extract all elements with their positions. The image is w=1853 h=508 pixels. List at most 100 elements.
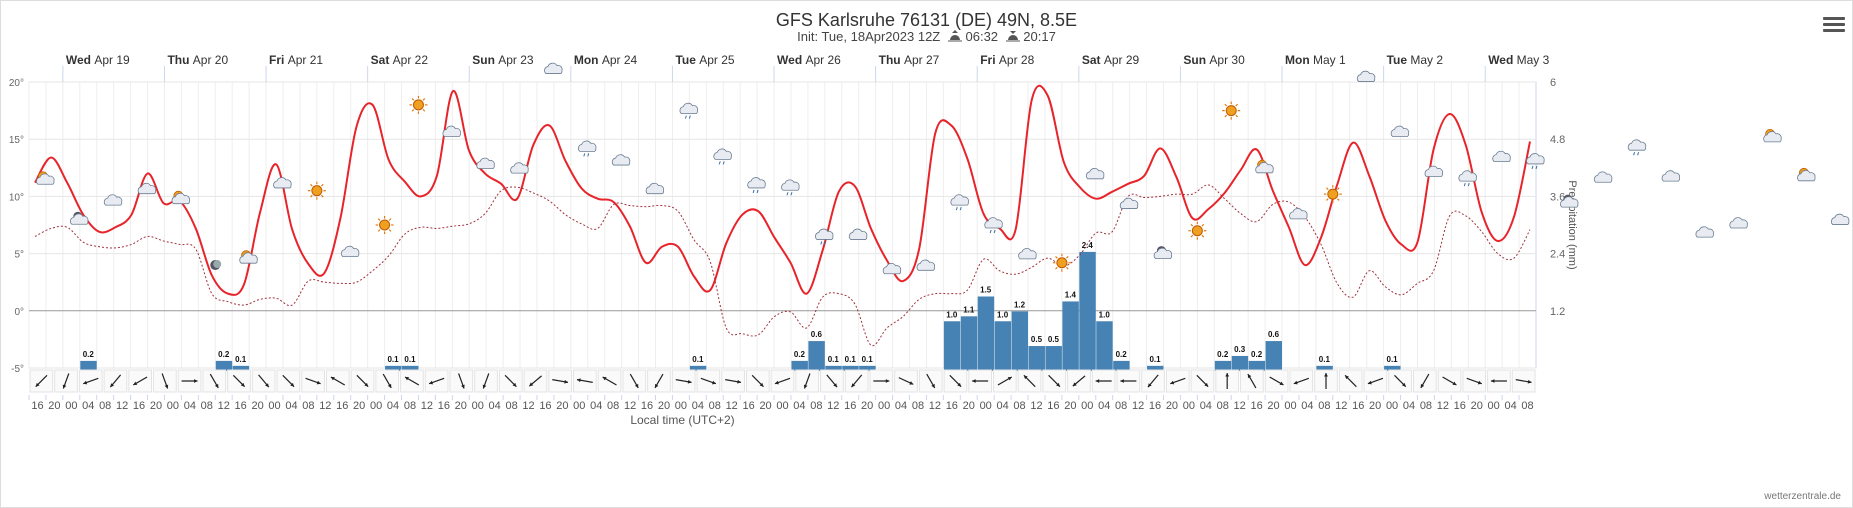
sun-shape [311, 185, 323, 197]
day-date: Apr 28 [999, 53, 1035, 67]
precip-bar [1028, 346, 1045, 371]
sun-ray [321, 183, 324, 187]
cloud-shape [1018, 248, 1037, 260]
day-name: Tue [1387, 53, 1411, 67]
sunrise-icon [947, 30, 962, 42]
credit-link[interactable]: wetterzentrale.de [1764, 491, 1841, 502]
cloud-icon [916, 259, 935, 271]
hour-label: 12 [827, 400, 839, 412]
cloud-shape [442, 125, 461, 137]
sun-ray [310, 183, 313, 187]
cloud-shape [1289, 208, 1308, 220]
cloud-icon [544, 62, 563, 74]
precip-label: 1.4 [1065, 290, 1077, 299]
wind-arrow-head [1247, 374, 1252, 379]
sun-ray [411, 98, 415, 101]
rain-drop [786, 192, 789, 196]
y-tick-label: 15° [9, 135, 24, 146]
day-date: Apr 29 [1104, 53, 1140, 67]
y2-tick-label: 6 [1550, 77, 1556, 89]
cloud-icon [1831, 213, 1850, 225]
cloud-shape [1458, 170, 1477, 182]
precip-label: 0.1 [404, 355, 416, 364]
chart-subtitle: Init: Tue, 18Apr2023 12Z 06:32 20:17 [0, 29, 1853, 44]
precip-bar [977, 296, 995, 371]
hour-label: 12 [1234, 400, 1246, 412]
context-menu-button[interactable] [1823, 14, 1845, 34]
cloud-icon [510, 162, 529, 174]
day-date: Apr 22 [393, 53, 429, 67]
precip-bar [1265, 341, 1283, 371]
wind-arrow-head [1477, 380, 1482, 385]
precip-label: 0.2 [794, 350, 806, 359]
hour-label: 16 [336, 400, 348, 412]
cloud-icon [1390, 125, 1410, 137]
precip-label: 1.1 [963, 305, 975, 314]
hour-label: 16 [844, 400, 856, 412]
dewpoint-line [34, 184, 1531, 347]
cloud-rain-icon [577, 140, 597, 157]
cloud-shape [679, 102, 698, 114]
sun-shape [412, 99, 424, 111]
day-name: Wed [66, 53, 94, 67]
cloud-shape [1492, 150, 1511, 163]
y-tick-label: 20° [9, 78, 24, 89]
hour-label: 00 [1183, 400, 1195, 412]
hour-label: 20 [1369, 400, 1381, 412]
rain-drop [1467, 182, 1470, 187]
day-name: Fri [269, 53, 288, 67]
wind-arrow-head [364, 382, 369, 387]
cloud-shape [645, 182, 665, 195]
y2-axis-label: Precipitation (mm) [1566, 180, 1578, 269]
hour-label: 12 [1132, 400, 1144, 412]
hour-label: 12 [218, 400, 230, 412]
day-name: Wed [1488, 53, 1516, 67]
rain-drop [820, 241, 823, 245]
wind-arrow-head [110, 383, 115, 388]
precip-label: 1.0 [1099, 310, 1111, 319]
hour-label: 08 [99, 400, 111, 412]
sun-icon [375, 216, 394, 234]
sun-ray [377, 218, 381, 221]
hour-label: 08 [607, 400, 619, 412]
hour-label: 20 [1064, 400, 1076, 412]
precip-bar [859, 365, 876, 371]
day-date: Apr 24 [602, 53, 638, 67]
hour-label: 16 [539, 400, 551, 412]
y-tick-label: -5° [11, 364, 24, 375]
cloud-icon [1424, 165, 1443, 177]
sun-ray [1224, 114, 1228, 118]
wind-arrow-head [1120, 379, 1124, 383]
sun-cloud-icon [171, 190, 190, 205]
cloud-icon [611, 154, 631, 166]
hour-label: 16 [235, 400, 247, 412]
hour-label: 20 [861, 400, 873, 412]
precip-bar [791, 360, 808, 371]
day-name: Fri [980, 53, 999, 67]
day-date: Apr 20 [193, 53, 229, 67]
hour-label: 20 [353, 400, 365, 412]
wind-arrow-head [461, 384, 465, 389]
precip-bar [825, 365, 842, 371]
hour-label: 12 [1437, 400, 1449, 412]
hour-label: 12 [319, 400, 331, 412]
cloud-shape [1153, 247, 1173, 260]
hamburger-icon-bar [1823, 29, 1845, 32]
hamburger-icon-bar [1823, 23, 1845, 26]
wind-arrow-head [576, 378, 581, 383]
cloud-rain-icon [815, 228, 834, 245]
day-label: Sat Apr 22 [371, 53, 429, 67]
cloud-icon [1492, 150, 1511, 163]
sun-ray [1066, 266, 1069, 270]
hour-label: 00 [370, 400, 382, 412]
day-label: Wed Apr 19 [66, 53, 130, 67]
day-date: Apr 30 [1209, 53, 1245, 67]
wind-arrow-head [1452, 381, 1457, 385]
cloud-shape [1831, 213, 1850, 225]
moon-cloud-icon [70, 211, 89, 225]
day-name: Wed [777, 53, 805, 67]
wind-arrow-head [774, 380, 779, 385]
hour-label: 20 [251, 400, 263, 412]
wind-arrow-head [404, 377, 409, 381]
day-label: Mon May 1 [1285, 53, 1346, 67]
